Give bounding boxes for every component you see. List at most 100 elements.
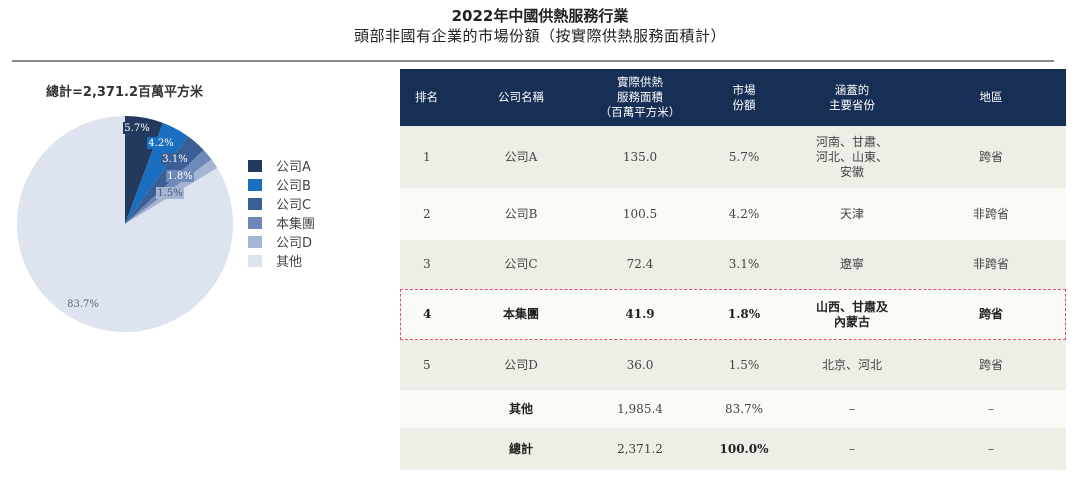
cell-provinces: 北京、河北 (788, 340, 916, 390)
cell-company: 公司D (462, 340, 580, 390)
pie-slice-label: 1.5% (157, 188, 182, 199)
legend: 公司A 公司B 公司C 本集團 公司D 其他 (248, 156, 315, 270)
cell-company: 公司B (462, 188, 580, 240)
header-rank: 排名 (400, 69, 462, 126)
cell-company: 本集團 (462, 289, 580, 340)
cell-rank (400, 390, 462, 428)
table-row: 1 公司A 135.0 5.7% 河南、甘肅、 河北、山東、 安徽 跨省 (400, 126, 1066, 188)
cell-area: 36.0 (580, 340, 700, 390)
cell-area: 100.5 (580, 188, 700, 240)
legend-label: 公司A (276, 160, 311, 175)
header-provinces: 涵蓋的 主要省份 (788, 69, 916, 126)
legend-swatch-icon (248, 254, 262, 267)
header-provinces-line: 涵蓋的 (834, 82, 870, 97)
legend-item-b: 公司B (248, 175, 315, 194)
cell-region: 非跨省 (916, 240, 1066, 289)
cell-share: 3.1% (700, 240, 788, 289)
cell-provinces: – (788, 390, 916, 428)
cell-rank: 4 (400, 289, 462, 340)
header-company: 公司名稱 (462, 69, 580, 126)
cell-area: 1,985.4 (580, 390, 700, 428)
cell-share: 100.0% (700, 428, 788, 470)
provinces-line: 山西、甘肅及 (815, 299, 888, 314)
table-header-row: 排名 公司名稱 實際供熱 服務面積 （百萬平方米） 市場 份額 涵蓋的 主要省份… (400, 69, 1066, 126)
pie-label-bg (123, 122, 151, 134)
cell-area: 41.9 (580, 289, 700, 340)
pie-slice-label: 4.2% (148, 138, 173, 149)
legend-label: 公司D (276, 236, 313, 251)
pie-label-bg (156, 187, 184, 199)
legend-item-c: 公司C (248, 194, 315, 213)
legend-swatch-icon (248, 159, 262, 172)
legend-item-a: 公司A (248, 156, 315, 175)
header-area-line: 服務面積 (617, 90, 663, 104)
table-row-highlighted: 4 本集團 41.9 1.8% 山西、甘肅及 內蒙古 跨省 (400, 289, 1066, 340)
cell-company: 公司C (462, 240, 580, 289)
pie-chart: 5.7% 4.2% 3.1% 1.8% 1.5% 83.7% (16, 116, 234, 332)
cell-region: 非跨省 (916, 188, 1066, 240)
cell-rank: 5 (400, 340, 462, 390)
cell-rank: 1 (400, 126, 462, 188)
table-row-total: 總計 2,371.2 100.0% – – (400, 428, 1066, 470)
cell-share: 5.7% (700, 126, 788, 188)
header-provinces-line: 主要省份 (829, 97, 875, 112)
cell-share: 1.8% (700, 289, 788, 340)
market-share-table: 排名 公司名稱 實際供熱 服務面積 （百萬平方米） 市場 份額 涵蓋的 主要省份… (400, 69, 1066, 470)
pie-slice-label: 3.1% (162, 154, 187, 165)
title-line-2: 頭部非國有企業的市場份額（按實際供熱服務面積計） (353, 27, 726, 45)
cell-region: – (916, 428, 1066, 470)
header-region: 地區 (916, 69, 1066, 126)
pie-slice-label: 1.8% (167, 171, 192, 182)
cell-region: 跨省 (916, 340, 1066, 390)
cell-share: 83.7% (700, 390, 788, 428)
cell-company: 公司A (462, 126, 580, 188)
header-share-line: 份額 (732, 97, 756, 112)
legend-label: 公司B (276, 179, 311, 194)
legend-item-group: 本集團 (248, 213, 315, 232)
legend-label: 其他 (276, 255, 303, 270)
pie-label-bg (147, 137, 175, 149)
legend-swatch-icon (248, 178, 262, 191)
pie-labels: 5.7% 4.2% 3.1% 1.8% 1.5% 83.7% (67, 122, 194, 310)
header-share: 市場 份額 (700, 69, 788, 126)
cell-provinces: – (788, 428, 916, 470)
cell-rank: 3 (400, 240, 462, 289)
header-area-line: （百萬平方米） (599, 105, 681, 119)
header-area: 實際供熱 服務面積 （百萬平方米） (580, 69, 700, 126)
cell-share: 1.5% (700, 340, 788, 390)
legend-swatch-icon (248, 216, 262, 229)
title-divider (12, 60, 1054, 62)
table-row: 2 公司B 100.5 4.2% 天津 非跨省 (400, 188, 1066, 240)
pie-slice-label: 5.7% (124, 123, 149, 134)
header-area-line: 實際供熱 (617, 75, 663, 89)
pie-slices (16, 116, 234, 332)
legend-swatch-icon (248, 235, 262, 248)
pie-label-bg (161, 153, 189, 165)
chart-title: 2022年中國供熱服務行業 頭部非國有企業的市場份額（按實際供熱服務面積計） (0, 6, 1080, 46)
provinces-line: 河南、甘肅、 (815, 134, 888, 149)
cell-area: 72.4 (580, 240, 700, 289)
cell-company: 總計 (462, 428, 580, 470)
cell-rank: 2 (400, 188, 462, 240)
title-line-1: 2022年中國供熱服務行業 (451, 7, 629, 25)
cell-rank (400, 428, 462, 470)
header-share-line: 市場 (732, 82, 756, 97)
cell-area: 135.0 (580, 126, 700, 188)
pie-slice (16, 116, 234, 332)
table-row: 5 公司D 36.0 1.5% 北京、河北 跨省 (400, 340, 1066, 390)
pie-slice-label: 83.7% (67, 299, 99, 310)
cell-provinces: 山西、甘肅及 內蒙古 (788, 289, 916, 340)
pie-total-label: 總計=2,371.2百萬平方米 (46, 85, 203, 100)
table-row: 3 公司C 72.4 3.1% 遼寧 非跨省 (400, 240, 1066, 289)
cell-provinces: 河南、甘肅、 河北、山東、 安徽 (788, 126, 916, 188)
legend-label: 本集團 (276, 217, 316, 232)
pie-label-bg (166, 170, 194, 182)
legend-item-others: 其他 (248, 251, 315, 270)
cell-region: 跨省 (916, 289, 1066, 340)
table-row-others: 其他 1,985.4 83.7% – – (400, 390, 1066, 428)
provinces-line: 河北、山東、 (815, 149, 888, 164)
cell-area: 2,371.2 (580, 428, 700, 470)
provinces-line: 內蒙古 (833, 314, 870, 329)
cell-region: – (916, 390, 1066, 428)
cell-region: 跨省 (916, 126, 1066, 188)
